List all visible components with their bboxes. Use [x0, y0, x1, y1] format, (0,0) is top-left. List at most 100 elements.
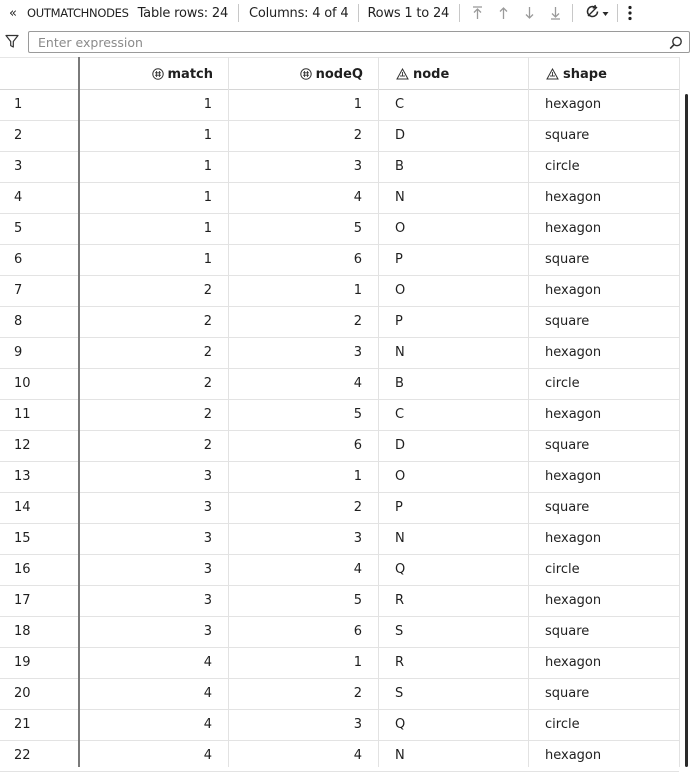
cell-node[interactable]: Q [395, 717, 406, 732]
cell-nodeq[interactable]: 2 [353, 686, 362, 701]
row-number-cell[interactable]: 22 [14, 748, 31, 763]
cell-shape[interactable]: hexagon [545, 221, 602, 236]
cell-shape[interactable]: circle [545, 562, 580, 577]
row-number-cell[interactable]: 16 [14, 562, 31, 577]
refresh-menu-button[interactable] [585, 4, 609, 23]
cell-shape[interactable]: square [545, 438, 590, 453]
cell-shape[interactable]: square [545, 314, 590, 329]
cell-nodeq[interactable]: 1 [353, 469, 362, 484]
cell-shape[interactable]: square [545, 500, 590, 515]
cell-nodeq[interactable]: 6 [353, 624, 362, 639]
cell-nodeq[interactable]: 4 [353, 190, 362, 205]
cell-match[interactable]: 2 [203, 438, 212, 453]
cell-node[interactable]: P [395, 500, 403, 515]
cell-shape[interactable]: square [545, 624, 590, 639]
cell-node[interactable]: B [395, 376, 404, 391]
cell-match[interactable]: 1 [203, 159, 212, 174]
more-options-icon[interactable] [628, 5, 632, 21]
cell-node[interactable]: S [395, 686, 404, 701]
filter-expression-input[interactable] [28, 31, 690, 53]
row-number-cell[interactable]: 20 [14, 686, 31, 701]
row-number-cell[interactable]: 9 [14, 345, 23, 360]
cell-match[interactable]: 2 [203, 407, 212, 422]
cell-nodeq[interactable]: 4 [353, 376, 362, 391]
row-number-cell[interactable]: 15 [14, 531, 31, 546]
cell-node[interactable]: C [395, 97, 405, 112]
columns-selector[interactable]: Columns: 4 of 4 [249, 5, 349, 21]
cell-node[interactable]: S [395, 624, 404, 639]
cell-node[interactable]: O [395, 469, 406, 484]
cell-shape[interactable]: hexagon [545, 531, 602, 546]
search-icon[interactable] [669, 35, 683, 54]
cell-match[interactable]: 1 [203, 190, 212, 205]
cell-match[interactable]: 3 [203, 500, 212, 515]
cell-shape[interactable]: hexagon [545, 283, 602, 298]
row-number-cell[interactable]: 13 [14, 469, 31, 484]
cell-node[interactable]: D [395, 128, 406, 143]
last-page-icon[interactable] [542, 6, 568, 20]
cell-shape[interactable]: hexagon [545, 345, 602, 360]
cell-nodeq[interactable]: 1 [353, 97, 362, 112]
cell-shape[interactable]: square [545, 128, 590, 143]
cell-node[interactable]: R [395, 593, 405, 608]
row-number-cell[interactable]: 18 [14, 624, 31, 639]
row-number-cell[interactable]: 14 [14, 500, 31, 515]
row-number-cell[interactable]: 12 [14, 438, 31, 453]
cell-node[interactable]: B [395, 159, 404, 174]
page-down-icon[interactable] [516, 6, 542, 20]
cell-match[interactable]: 2 [203, 314, 212, 329]
column-header-shape[interactable]: shape [528, 58, 679, 90]
cell-nodeq[interactable]: 4 [353, 562, 362, 577]
row-number-cell[interactable]: 1 [14, 97, 23, 112]
cell-nodeq[interactable]: 2 [353, 128, 362, 143]
cell-nodeq[interactable]: 1 [353, 655, 362, 670]
row-number-cell[interactable]: 8 [14, 314, 23, 329]
row-number-cell[interactable]: 4 [14, 190, 23, 205]
cell-nodeq[interactable]: 1 [353, 283, 362, 298]
cell-node[interactable]: N [395, 531, 405, 546]
cell-shape[interactable]: hexagon [545, 190, 602, 205]
cell-node[interactable]: N [395, 190, 405, 205]
cell-nodeq[interactable]: 6 [353, 438, 362, 453]
column-header-nodeq[interactable]: nodeQ [228, 58, 378, 90]
cell-nodeq[interactable]: 5 [353, 593, 362, 608]
vertical-scrollbar-thumb[interactable] [685, 94, 688, 767]
row-number-cell[interactable]: 3 [14, 159, 23, 174]
cell-shape[interactable]: hexagon [545, 469, 602, 484]
page-up-icon[interactable] [490, 6, 516, 20]
cell-node[interactable]: O [395, 221, 406, 236]
cell-shape[interactable]: square [545, 686, 590, 701]
cell-match[interactable]: 2 [203, 376, 212, 391]
cell-nodeq[interactable]: 2 [353, 314, 362, 329]
cell-node[interactable]: N [395, 345, 405, 360]
cell-match[interactable]: 4 [203, 655, 212, 670]
cell-match[interactable]: 4 [203, 717, 212, 732]
cell-node[interactable]: C [395, 407, 405, 422]
cell-shape[interactable]: hexagon [545, 655, 602, 670]
cell-nodeq[interactable]: 6 [353, 252, 362, 267]
cell-node[interactable]: O [395, 283, 406, 298]
cell-shape[interactable]: hexagon [545, 97, 602, 112]
cell-match[interactable]: 1 [203, 97, 212, 112]
row-number-cell[interactable]: 7 [14, 283, 23, 298]
cell-match[interactable]: 1 [203, 221, 212, 236]
cell-node[interactable]: N [395, 748, 405, 763]
cell-nodeq[interactable]: 2 [353, 500, 362, 515]
cell-nodeq[interactable]: 3 [353, 345, 362, 360]
